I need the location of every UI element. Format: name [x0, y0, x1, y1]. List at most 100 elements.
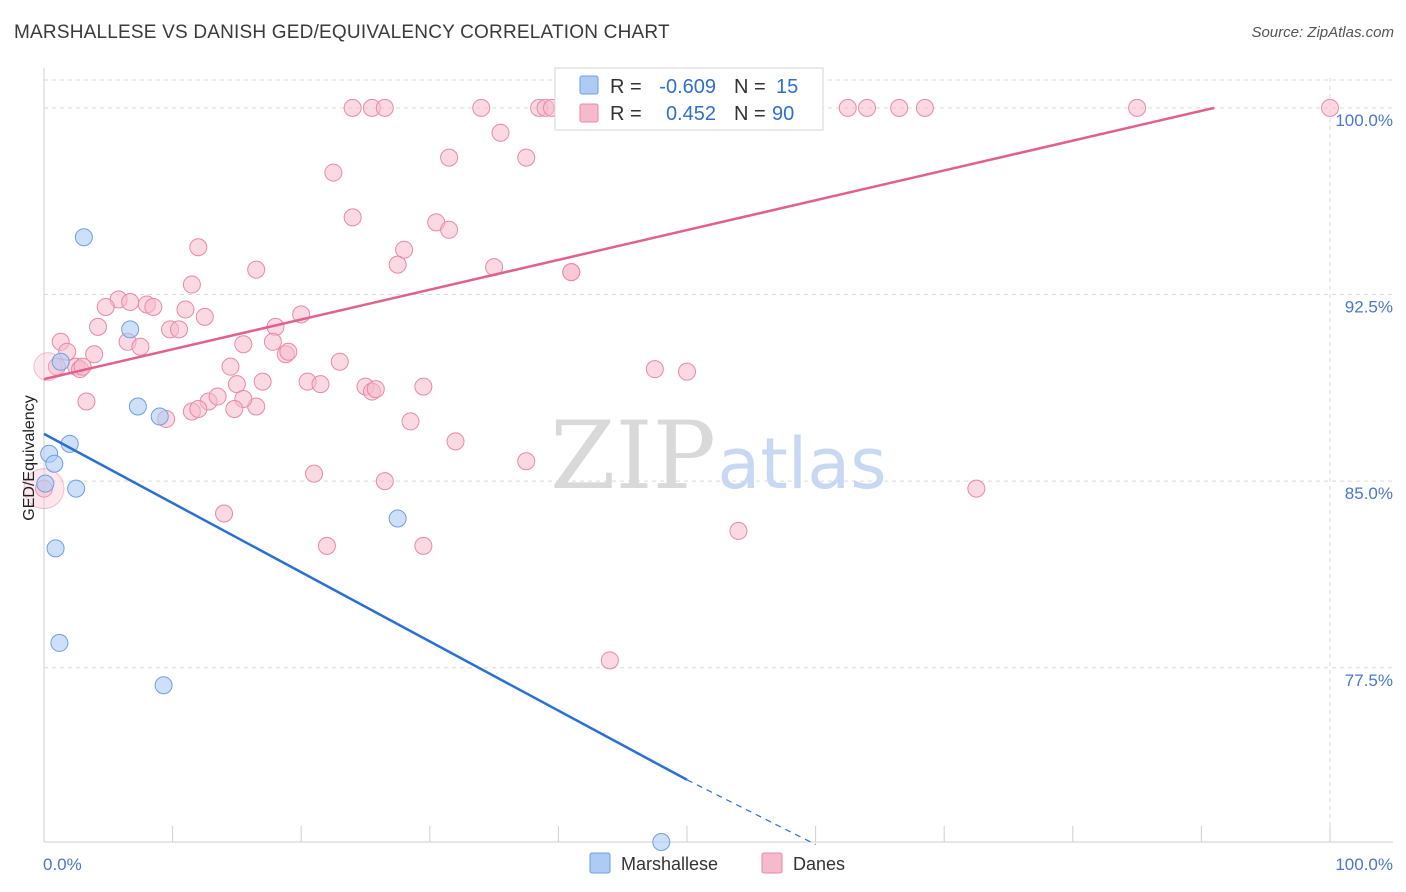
danes-point-15: [915, 98, 934, 117]
danes-point-18: [491, 123, 510, 142]
danes-point-34: [121, 292, 140, 311]
danes-point-75: [189, 399, 208, 418]
danes-point-86: [562, 263, 581, 282]
marshallese-points: [36, 228, 671, 851]
danes-point-49: [85, 345, 104, 364]
danes-point-90: [225, 399, 244, 418]
danes-point-76: [517, 452, 536, 471]
danes-trend-line: [43, 106, 1215, 381]
danes-point-46: [234, 335, 253, 354]
legend-box: [554, 67, 824, 131]
danes-point-17: [1321, 98, 1339, 117]
legend-r-label-1: R =: [610, 76, 642, 98]
legend-n-value-2: 90: [772, 103, 794, 125]
danes-point-77: [305, 464, 324, 483]
danes-point-41: [89, 317, 108, 336]
correlation-legend: R = -0.609 N = 15 R = 0.452 N = 90: [554, 67, 824, 131]
y-tick-labels: 77.5% 85.0% 92.5% 100.0%: [1335, 111, 1393, 690]
watermark-zip: ZIP: [550, 402, 716, 511]
danes-point-57: [645, 360, 664, 379]
marshallese-point-12: [50, 633, 69, 652]
chart-title: MARSHALLESE VS DANISH GED/EQUIVALENCY CO…: [14, 22, 670, 43]
danes-point-52: [330, 352, 349, 371]
legend-n-value-1: 15: [776, 76, 798, 98]
danes-point-37: [176, 300, 195, 319]
y-tick-label-1: 85.0%: [1345, 484, 1393, 503]
series-legend: Marshallese Danes: [589, 852, 845, 874]
danes-point-84: [729, 521, 748, 540]
chart-source: Source: ZipAtlas.com: [1251, 24, 1394, 41]
danes-point-3: [472, 98, 491, 117]
danes-point-2: [375, 98, 394, 117]
danes-point-45: [131, 337, 150, 356]
legend-r-value-1: -0.609: [659, 76, 716, 98]
danes-point-16: [1128, 98, 1147, 117]
y-tick-label-2: 92.5%: [1345, 298, 1393, 317]
marshallese-point-4: [150, 407, 169, 426]
danes-point-60: [311, 375, 330, 394]
marshallese-trend-line: [43, 432, 688, 781]
danes-point-79: [967, 479, 986, 498]
danes-point-58: [678, 362, 696, 381]
danes-point-0: [343, 98, 362, 117]
series-legend-swatch-danes[interactable]: [761, 852, 783, 874]
watermark: ZIP atlas: [550, 402, 886, 511]
danes-point-61: [253, 372, 272, 391]
danes-point-62: [227, 375, 246, 394]
marshallese-point-8: [36, 474, 55, 493]
danes-point-35: [144, 297, 163, 316]
danes-point-21: [324, 163, 343, 182]
marshallese-trend-extension: [686, 779, 816, 846]
y-tick-label-3: 100.0%: [1335, 111, 1393, 130]
marshallese-point-9: [67, 479, 86, 498]
danes-point-20: [517, 148, 536, 167]
marshallese-point-13: [154, 676, 173, 695]
danes-point-47: [263, 332, 282, 351]
danes-point-81: [215, 504, 234, 523]
x-tick-labels: 0.0% 100.0%: [43, 855, 1393, 874]
danes-point-85: [600, 651, 619, 670]
series-legend-swatch-marshallese[interactable]: [589, 852, 611, 874]
legend-n-label-2: N =: [734, 103, 766, 125]
danes-points: [23, 98, 1339, 670]
x-tick-label-max: 100.0%: [1335, 855, 1393, 874]
marshallese-point-1: [121, 320, 140, 339]
marshallese-point-2: [51, 352, 70, 371]
danes-point-74: [446, 432, 465, 451]
danes-point-26: [395, 240, 414, 259]
danes-point-83: [414, 536, 433, 555]
danes-point-73: [401, 412, 420, 431]
danes-point-78: [375, 472, 394, 491]
danes-point-25: [189, 238, 208, 257]
danes-point-68: [208, 387, 227, 406]
danes-point-27: [388, 255, 407, 274]
marshallese-point-0: [74, 228, 93, 247]
marshallese-point-10: [388, 509, 407, 528]
danes-point-82: [317, 536, 336, 555]
trend-lines: [43, 106, 1215, 846]
watermark-atlas: atlas: [717, 423, 886, 505]
danes-point-22: [343, 208, 362, 227]
y-axis-title: GED/Equivalency: [21, 395, 38, 520]
marshallese-point-3: [128, 397, 147, 416]
danes-point-38: [195, 307, 214, 326]
legend-r-value-2: 0.452: [666, 103, 716, 125]
danes-point-13: [858, 98, 877, 117]
danes-point-89: [366, 380, 385, 399]
danes-point-65: [414, 377, 433, 396]
danes-point-31: [182, 275, 201, 294]
danes-point-28: [247, 260, 266, 279]
series-legend-label-danes[interactable]: Danes: [793, 854, 845, 874]
danes-point-56: [221, 357, 240, 376]
legend-r-label-2: R =: [610, 103, 642, 125]
danes-point-12: [838, 98, 857, 117]
danes-point-14: [890, 98, 909, 117]
series-legend-label-marshallese[interactable]: Marshallese: [621, 854, 718, 874]
danes-point-36: [96, 297, 115, 316]
legend-swatch-danes: [579, 103, 599, 123]
danes-point-87: [170, 320, 189, 339]
danes-point-19: [440, 148, 459, 167]
marshallese-point-14: [652, 833, 671, 851]
marshallese-point-11: [46, 539, 65, 558]
